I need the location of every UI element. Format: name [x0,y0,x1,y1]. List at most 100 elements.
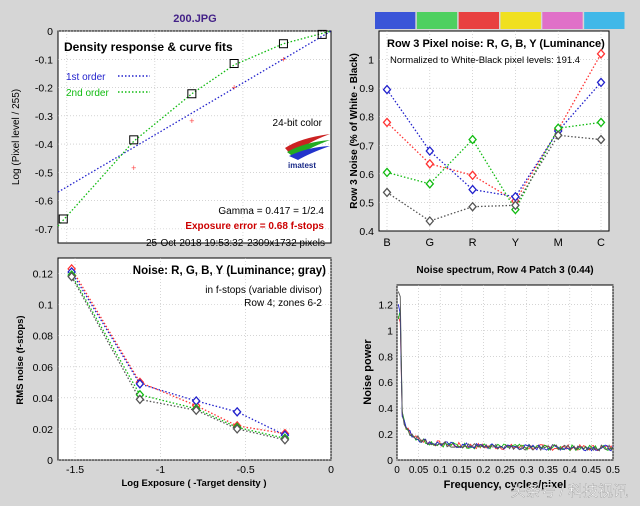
row3-plot-area [378,30,610,232]
color-bar [375,12,625,29]
row3-xtick-label: M [554,237,563,249]
row3-data-point [382,117,392,128]
row3-data-point [596,77,606,88]
color-bar-swatch [584,12,625,29]
row3-series-line [386,134,602,222]
spectrum-xtick-label: 0.1 [433,465,447,476]
density-panel: 0 -0.1 -0.2 -0.3 -0.4 -0.5 -0.6 -0.7 Log (Pixel… [11,26,332,244]
noise-fstops-panel: 0 0.02 0.04 0.06 0.08 0.1 0.12 -1.5 -1 -0.5 0 RMS … [15,257,334,489]
row3-title: Row 3 Pixel noise: R, G, B, Y (Luminance… [387,38,605,50]
row3-ytick-label: 0.6 [359,169,374,181]
spectrum-ytick-label: 0.2 [378,429,393,441]
spectrum-ytick-label: 1 [387,325,393,337]
noise-ytick-label: 0.1 [38,300,53,312]
row3-data-point [596,134,606,145]
density-ytick-label: -0.4 [35,139,53,151]
row3-data-point [425,178,435,189]
spectrum-ylabel: Noise power [362,339,374,405]
density-date: 25-Oct-2018 19:53:32 [146,238,244,249]
noise-ylabel: RMS noise (f-stops) [15,315,26,404]
row3-ylabel: Row 3 Noise (% of White - Black) [349,53,360,209]
row3-xtick-label: Y [512,237,520,249]
density-exposure-error: Exposure error = 0.68 f-stops [185,221,324,232]
density-red-point: + [281,54,286,64]
density-ytick-label: -0.1 [35,54,53,66]
row3-subtitle: Normalized to White-Black pixel levels: … [390,55,580,66]
row3-series-line [386,121,602,211]
density-legend-1st: 1st order [66,72,106,83]
spectrum-xtick-label: 0.3 [520,465,534,476]
density-fit-1st-line [57,30,332,193]
row3-data-point [382,187,392,198]
noise-xtick-label: -1.5 [66,464,84,476]
density-ylabel: Log (Pixel level / 255) [11,89,22,185]
density-data-point [278,39,288,49]
spectrum-series-line [397,291,614,452]
noise-data-point [67,271,77,282]
density-legend-2nd: 2nd order [66,88,109,99]
spectrum-xtick-label: 0.15 [452,465,472,476]
density-data-point [187,89,197,99]
color-bar-swatch [375,12,416,29]
density-pixels: 2309x1732 pixels [247,238,325,249]
spectrum-xtick-label: 0.35 [538,465,558,476]
noise-data-point [135,394,145,405]
color-bar-swatch [458,12,499,29]
row3-data-point [596,117,606,128]
row3-series-line [386,81,602,198]
density-ytick-label: -0.2 [35,83,53,95]
density-ytick-label: -0.3 [35,111,53,123]
imatest-logo-icon: imatest [285,134,330,170]
density-red-point: + [131,163,136,173]
row3-data-point [468,134,477,145]
noise-data-point [135,378,145,389]
row3-data-point [596,48,606,59]
row3-data-point [468,184,477,195]
row3-data-point [425,146,435,156]
noise-xtick-label: 0 [328,464,334,476]
row3-data-point [468,201,477,212]
row3-noise-panel: 0.4 0.5 0.6 0.7 0.8 0.9 1 B G R Y M C Row 3 Noise (%… [349,30,610,249]
row3-ytick-label: 1 [368,55,374,67]
row3-ytick-label: 0.9 [359,83,374,95]
density-title: Density response & curve fits [64,40,233,54]
row3-xtick-label: B [383,237,390,249]
row3-ytick-label: 0.4 [359,226,374,238]
density-color-mode: 24-bit color [273,118,323,129]
noise-ytick-label: 0.08 [33,331,54,343]
imatest-logo-text: imatest [288,161,316,170]
spectrum-title: Noise spectrum, Row 4 Patch 3 (0.44) [416,265,593,276]
noise-data-point [191,405,201,416]
watermark: 头条号 / 科技视讯 [510,483,628,500]
row3-ytick-label: 0.5 [359,197,374,209]
row3-data-point [468,170,477,181]
color-bar-swatch [542,12,583,29]
row3-data-point [553,130,563,141]
color-bar-swatch [416,12,458,29]
spectrum-xtick-label: 0.5 [606,465,620,476]
noise-series-line [71,276,286,441]
spectrum-xtick-label: 0.25 [495,465,515,476]
noise-ytick-label: 0.02 [33,424,54,436]
spectrum-ytick-label: 0.8 [378,351,393,363]
density-plot-area [57,30,332,244]
density-ytick-label: -0.7 [35,224,53,236]
row3-data-point [382,167,392,178]
row3-data-point [425,158,435,169]
noise-plot-area [57,257,332,461]
density-ytick-label: -0.5 [35,167,53,179]
noise-title: Noise: R, G, B, Y (Luminance; gray) [133,265,326,277]
spectrum-ytick-label: 0 [387,455,393,467]
spectrum-ytick-label: 0.6 [378,377,393,389]
row3-data-point [511,200,520,211]
density-red-point: + [231,83,236,93]
row3-series-line [386,53,602,202]
noise-ytick-label: 0.12 [33,269,54,281]
noise-xtick-label: -1 [156,464,165,476]
noise-note-2: Row 4; zones 6-2 [244,298,322,309]
row3-ytick-label: 0.8 [359,112,374,124]
color-bar-swatch [500,12,541,29]
noise-ytick-label: 0.06 [33,362,54,374]
noise-spectrum-panel: Noise spectrum, Row 4 Patch 3 (0.44) 0 0.… [362,265,620,491]
